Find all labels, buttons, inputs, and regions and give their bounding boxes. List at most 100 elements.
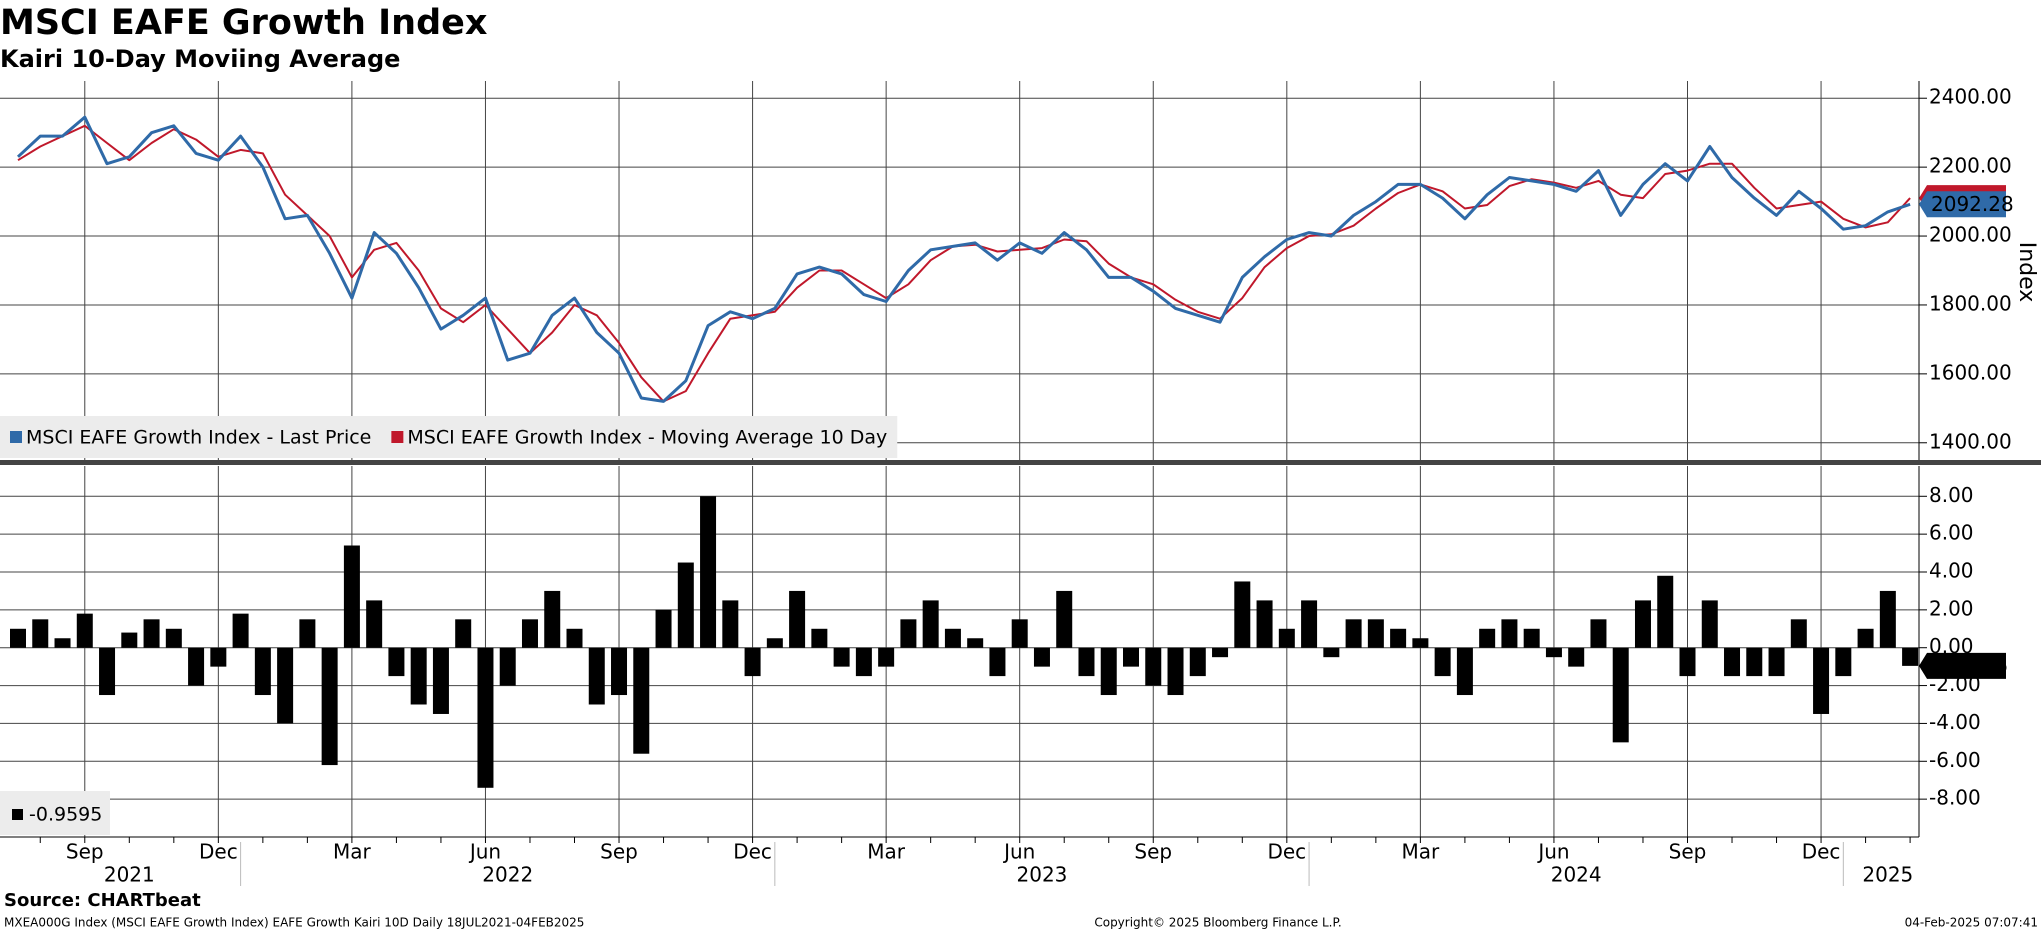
- bar: [1568, 647, 1585, 667]
- bar: [1323, 647, 1340, 658]
- bar: [1212, 647, 1229, 658]
- x-tick-label: Jun: [1002, 840, 1035, 864]
- legend-label: MSCI EAFE Growth Index - Last Price: [26, 427, 371, 449]
- y-tick-label: 2000.00: [1929, 223, 2012, 247]
- bar: [900, 619, 917, 648]
- bar: [677, 562, 694, 648]
- bar: [922, 600, 939, 648]
- bar: [1813, 647, 1830, 714]
- bar: [855, 647, 872, 677]
- bar: [343, 545, 360, 648]
- bar: [210, 647, 227, 667]
- bar: [1056, 590, 1073, 648]
- bar: [566, 628, 583, 648]
- bar: [633, 647, 650, 754]
- bar: [1768, 647, 1785, 677]
- bar: [1189, 647, 1206, 677]
- bar: [54, 638, 71, 648]
- x-tick-label: Dec: [199, 840, 238, 864]
- bar: [299, 619, 316, 648]
- bar: [1078, 647, 1095, 677]
- bar: [611, 647, 628, 696]
- bar: [1857, 628, 1874, 648]
- legend-swatch: [12, 809, 23, 820]
- x-tick-label: Sep: [66, 840, 104, 864]
- y-tick-label: -8.00: [1929, 786, 1981, 810]
- last-value-box: [1919, 191, 2006, 218]
- bar: [1456, 647, 1473, 696]
- x-tick-label: Jun: [468, 840, 501, 864]
- bar: [1679, 647, 1696, 677]
- bar: [477, 647, 494, 788]
- last-value-box: [1919, 652, 2006, 679]
- x-group-label: 2022: [482, 863, 533, 887]
- bar: [1301, 600, 1318, 648]
- bar: [989, 647, 1006, 677]
- x-tick-label: Dec: [733, 840, 772, 864]
- y-tick-label: -4.00: [1929, 710, 1981, 734]
- x-tick-label: Sep: [1669, 840, 1707, 864]
- bar: [1790, 619, 1807, 648]
- y-tick-label: -6.00: [1929, 748, 1981, 772]
- x-group-label: 2024: [1551, 863, 1602, 887]
- bar: [967, 638, 984, 648]
- bar: [1724, 647, 1741, 677]
- bar: [1879, 590, 1896, 648]
- y-tick-label: 8.00: [1929, 483, 1974, 507]
- bar: [1501, 619, 1518, 648]
- bar: [1835, 647, 1852, 677]
- bar: [188, 647, 205, 686]
- bar: [1701, 600, 1718, 648]
- bar: [10, 628, 26, 648]
- bar: [1256, 600, 1273, 648]
- bar: [655, 609, 672, 648]
- y-tick-label: 2400.00: [1929, 85, 2012, 109]
- bar: [1412, 638, 1429, 648]
- bar: [388, 647, 405, 677]
- bar: [944, 628, 961, 648]
- bar: [366, 600, 383, 648]
- bar: [1590, 619, 1607, 648]
- bar: [1345, 619, 1362, 648]
- bar: [499, 647, 516, 686]
- bar: [700, 496, 717, 648]
- bar: [878, 647, 895, 667]
- timestamp: 04-Feb-2025 07:07:41: [1905, 916, 2038, 930]
- bar: [1612, 647, 1629, 743]
- bar: [1145, 647, 1162, 686]
- bar: [1011, 619, 1028, 648]
- bar: [766, 638, 783, 648]
- x-tick-label: Sep: [1134, 840, 1172, 864]
- bar: [1634, 600, 1651, 648]
- bar: [1100, 647, 1117, 696]
- bar: [1657, 575, 1674, 648]
- x-tick-label: Jun: [1536, 840, 1569, 864]
- panel-divider: [0, 460, 2041, 465]
- bar: [811, 628, 828, 648]
- legend-swatch: [391, 431, 404, 443]
- bar: [1278, 628, 1295, 648]
- bar: [1434, 647, 1451, 677]
- bar: [455, 619, 472, 648]
- bar: [165, 628, 182, 648]
- bar: [232, 613, 249, 648]
- chart-subtitle: Kairi 10-Day Moviing Average: [0, 45, 400, 73]
- y-axis-label: Index: [2014, 242, 2039, 303]
- legend-label: -0.9595: [29, 804, 102, 826]
- bar: [432, 647, 449, 714]
- bar: [588, 647, 605, 705]
- bar: [32, 619, 49, 648]
- last-value-label: -0.9595: [1931, 653, 2008, 677]
- bar: [789, 590, 806, 648]
- bar: [1234, 581, 1251, 648]
- x-tick-label: Sep: [600, 840, 638, 864]
- y-tick-label: 2.00: [1929, 596, 1974, 620]
- bar: [1746, 647, 1763, 677]
- bar: [254, 647, 271, 696]
- copyright: Copyright© 2025 Bloomberg Finance L.P.: [1094, 916, 1341, 930]
- source: Source: CHARTbeat: [4, 890, 201, 911]
- legend-swatch: [10, 431, 22, 443]
- bar: [722, 600, 739, 648]
